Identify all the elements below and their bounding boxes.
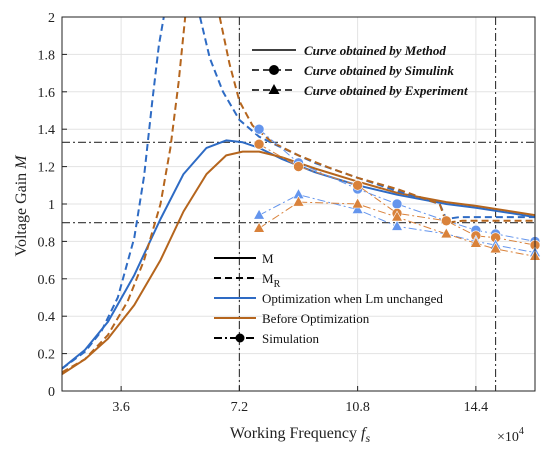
x-axis-multiplier: ×104 bbox=[497, 426, 524, 445]
x-tick-label-0: 3.6 bbox=[112, 400, 130, 415]
sim-point-3-5 bbox=[469, 236, 482, 248]
series-line-3 bbox=[62, 17, 187, 374]
legend-top-marker-2 bbox=[268, 84, 280, 94]
sim-point-2-3 bbox=[391, 219, 404, 231]
legend-bottom-label-subscript-1: R bbox=[274, 279, 281, 290]
y-tick-label-5: 1 bbox=[48, 198, 55, 213]
x-axis-variable: f bbox=[361, 425, 368, 442]
series-line-0 bbox=[62, 139, 535, 370]
sim-line-1 bbox=[258, 143, 536, 246]
y-tick-label-1: 0.2 bbox=[38, 348, 56, 363]
legend-bottom-label-4: Simulation bbox=[262, 331, 320, 346]
series-line-3-branch bbox=[218, 17, 535, 224]
legend-top-marker-1 bbox=[269, 65, 279, 75]
y-tick-label-4: 0.8 bbox=[38, 235, 56, 250]
y-tick-label-8: 1.6 bbox=[38, 86, 56, 101]
sim-point-1-4 bbox=[441, 215, 452, 227]
x-tick-labels: 3.6 7.2 10.8 14.4 bbox=[112, 386, 488, 415]
simulation-markers bbox=[253, 123, 542, 261]
x-multiplier-base: ×10 bbox=[497, 430, 519, 445]
y-tick-label-0: 0 bbox=[48, 385, 55, 400]
legend-top-label-0: Curve obtained by Method bbox=[304, 43, 446, 58]
x-tick-label-2: 10.8 bbox=[345, 400, 370, 415]
sim-point-3-3 bbox=[391, 210, 404, 222]
legend-bottom-label-0: M bbox=[262, 251, 274, 266]
series-lines bbox=[62, 17, 535, 376]
y-tick-label-2: 0.4 bbox=[38, 310, 56, 325]
reference-lines bbox=[62, 17, 535, 391]
y-tick-label-7: 1.4 bbox=[38, 123, 56, 138]
series-line-2 bbox=[62, 17, 165, 370]
x-tick-label-3: 14.4 bbox=[464, 400, 489, 415]
y-tick-label-9: 1.8 bbox=[38, 48, 56, 63]
series-line-1 bbox=[62, 150, 535, 376]
sim-point-2-2 bbox=[351, 202, 364, 214]
sim-point-3-0 bbox=[253, 221, 266, 233]
legend-bottom-label-3: Before Optimization bbox=[262, 311, 370, 326]
x-axis-variable-subscript: s bbox=[365, 431, 370, 445]
sim-point-3-6 bbox=[489, 242, 502, 254]
y-axis-title: Voltage Gain M bbox=[13, 154, 30, 257]
y-tick-label-3: 0.6 bbox=[38, 273, 56, 288]
sim-point-3-2 bbox=[351, 197, 364, 209]
y-axis-label: Voltage Gain bbox=[13, 173, 30, 257]
x-multiplier-exponent: 4 bbox=[519, 426, 524, 437]
legend-bottom-label-2: Optimization when Lm unchanged bbox=[262, 291, 443, 306]
legend-bottom-marker-4 bbox=[235, 333, 245, 343]
sim-point-0-3 bbox=[391, 198, 403, 210]
sim-point-1-0 bbox=[253, 138, 265, 150]
y-tick-label-6: 1.2 bbox=[38, 161, 56, 176]
x-tick-label-1: 7.2 bbox=[231, 400, 249, 415]
sim-point-1-2 bbox=[352, 180, 363, 191]
x-axis-label: Working Frequency bbox=[230, 425, 357, 442]
y-axis-variable: M bbox=[13, 154, 30, 170]
sim-point-2-0 bbox=[253, 208, 266, 220]
y-tick-labels: 0 0.2 0.4 0.6 0.8 1 1.2 1.4 1.6 1.8 2 bbox=[38, 11, 67, 400]
legend-top-label-2: Curve obtained by Experiment bbox=[304, 83, 468, 98]
x-axis-title: Working Frequency fs bbox=[230, 425, 371, 445]
sim-point-1-1 bbox=[293, 161, 304, 172]
y-tick-label-10: 2 bbox=[48, 11, 55, 26]
sim-point-3-4 bbox=[440, 227, 453, 239]
sim-point-0-0 bbox=[253, 123, 265, 135]
legend-top: Curve obtained by Method Curve obtained b… bbox=[252, 43, 468, 98]
legend-top-label-1: Curve obtained by Simulink bbox=[304, 63, 454, 78]
sim-point-3-1 bbox=[292, 195, 305, 207]
